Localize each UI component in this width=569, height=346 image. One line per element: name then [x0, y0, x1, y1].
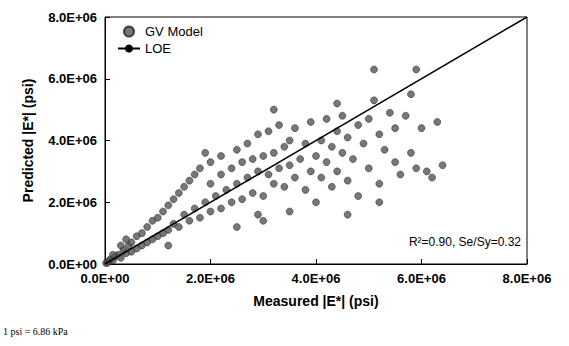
svg-text:GV Model: GV Model [145, 24, 203, 39]
svg-text:Predicted |E*| (psi): Predicted |E*| (psi) [20, 79, 36, 203]
svg-text:6.0E+06: 6.0E+06 [397, 271, 446, 286]
svg-text:6.0E+06: 6.0E+06 [48, 71, 97, 86]
svg-text:0.0E+00: 0.0E+00 [81, 271, 130, 286]
svg-text:8.0E+06: 8.0E+06 [48, 10, 97, 25]
svg-text:Measured |E*| (psi): Measured |E*| (psi) [253, 293, 378, 309]
svg-text:R²=0.90, Se/Sy=0.32: R²=0.90, Se/Sy=0.32 [409, 235, 521, 249]
svg-text:4.0E+06: 4.0E+06 [292, 271, 341, 286]
svg-text:0.0E+00: 0.0E+00 [48, 257, 97, 272]
svg-text:8.0E+06: 8.0E+06 [503, 271, 552, 286]
svg-text:4.0E+06: 4.0E+06 [48, 133, 97, 148]
svg-text:1 psi = 6.86 kPa: 1 psi = 6.86 kPa [3, 326, 68, 337]
svg-text:2.0E+06: 2.0E+06 [48, 195, 97, 210]
svg-text:2.0E+06: 2.0E+06 [186, 271, 235, 286]
svg-text:LOE: LOE [145, 41, 171, 56]
